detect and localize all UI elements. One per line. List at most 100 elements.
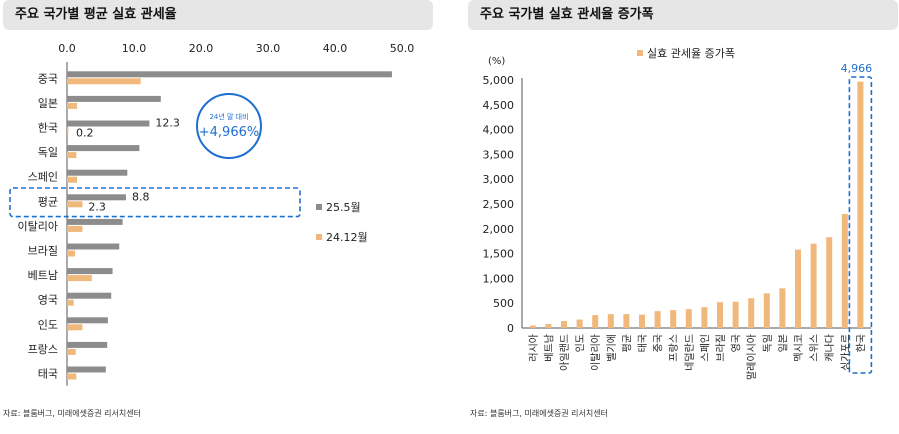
category-label: 한국 [38,122,58,135]
category-label: 태국 [38,368,58,381]
bar [795,249,801,328]
bar [529,325,536,328]
x-tick-label: 0.0 [58,42,76,55]
category-label: 영국 [38,294,58,307]
bar [639,314,645,328]
bar-24-12 [67,324,83,331]
bar [685,309,692,328]
bar-24-12 [67,373,77,380]
category-label: 스페인 [699,334,711,362]
bar-24-12 [67,299,74,306]
bar [810,243,817,328]
category-label: 독일 [762,334,774,352]
bar [701,307,708,328]
category-label: 프랑스 [28,343,58,356]
category-label: 이탈리아 [589,334,602,371]
y-tick-label: 4,500 [483,99,515,112]
category-label: 베트남 [28,269,58,282]
category-label: 한국 [855,334,867,352]
category-label: 스위스 [808,334,821,362]
category-label: 독일 [38,145,58,159]
bar [623,314,630,328]
right-panel-title: 주요 국가별 실효 관세율 증가폭 [468,0,898,30]
bar [545,324,552,328]
bar [857,81,864,328]
y-tick-label: 500 [493,297,514,310]
category-label: 스페인 [28,171,58,184]
data-label: 2.3 [88,200,106,213]
callout-line1: 24년 말 대비 [209,112,248,121]
bar [732,301,739,328]
bar-24-12 [67,78,141,85]
bar [779,288,786,328]
bar-25-5 [67,341,108,348]
bar-24-12 [67,250,76,257]
legend-label-24-12: 24.12월 [326,231,368,244]
category-label: 프랑스 [668,334,680,362]
x-tick-label: 30.0 [256,42,281,55]
category-label: 러시아 [528,334,540,362]
category-label: 영국 [731,334,743,352]
bar [826,237,833,328]
y-tick-label: 1,500 [483,248,515,261]
bar [841,213,848,328]
category-label: 중국 [38,72,58,85]
y-tick-label: 5,000 [483,74,515,87]
bar-24-12 [67,102,78,109]
y-tick-label: 2,000 [483,223,515,236]
category-label: 태국 [637,334,649,352]
y-tick-label: 4,000 [483,124,515,137]
x-tick-label: 10.0 [122,42,147,55]
bar-25-5 [67,366,106,373]
bar-24-12 [67,275,92,282]
bar-24-12 [67,225,83,232]
data-label: 0.2 [76,127,94,140]
category-label: 캐나다 [824,334,836,362]
left-source-note: 자료: 블룸버그, 미래에셋증권 리서치센터 [3,409,141,418]
highlight-box [848,76,873,374]
category-label: 말레이시아 [746,334,758,380]
category-label: 이탈리아 [18,220,58,233]
legend-swatch [637,50,643,56]
bar-24-12 [67,176,78,183]
category-label: 평균 [38,195,58,208]
bar-25-5 [67,95,161,102]
legend-label-25-5: 25.5월 [326,201,361,214]
category-label: 벨기에 [606,334,618,362]
y-tick-label: 2,500 [483,198,515,211]
bar-25-5 [67,292,112,299]
callout-circle [196,93,262,159]
category-label: 인도 [575,334,587,352]
bar-24-12 [67,127,69,134]
category-label: 멕시코 [793,334,805,362]
data-label: 4,966 [841,62,873,75]
bar [670,310,677,328]
bar [748,298,755,328]
bar [576,319,583,328]
bar-24-12 [67,348,76,355]
y-tick-label: 1,000 [483,272,515,285]
highlight-box [9,187,301,218]
category-label: 브라질 [28,245,58,258]
bar [607,314,614,328]
bar [717,302,723,328]
bar [561,321,567,328]
category-label: 베트남 [543,334,555,362]
category-label: 일본 [777,334,789,352]
bar [592,315,599,328]
callout-line2: +4,966% [199,125,259,140]
bar-25-5 [67,120,150,127]
bar-25-5 [67,145,140,152]
bar-25-5 [67,268,113,275]
y-unit-label: (%) [488,56,505,67]
category-label: 네덜란드 [684,334,696,371]
y-tick-label: 3,500 [483,148,515,161]
bar-25-5 [67,194,126,201]
bar-24-12 [67,152,77,159]
legend-swatch-25-5 [316,204,322,210]
category-label: 아일랜드 [559,334,571,371]
data-label: 8.8 [132,190,150,203]
x-tick-label: 50.0 [390,42,415,55]
bar [654,311,661,328]
right-bar-chart: (%) 0 500 1,000 1,500 2,000 2,500 3,000 3,500 4,0… [483,47,873,380]
